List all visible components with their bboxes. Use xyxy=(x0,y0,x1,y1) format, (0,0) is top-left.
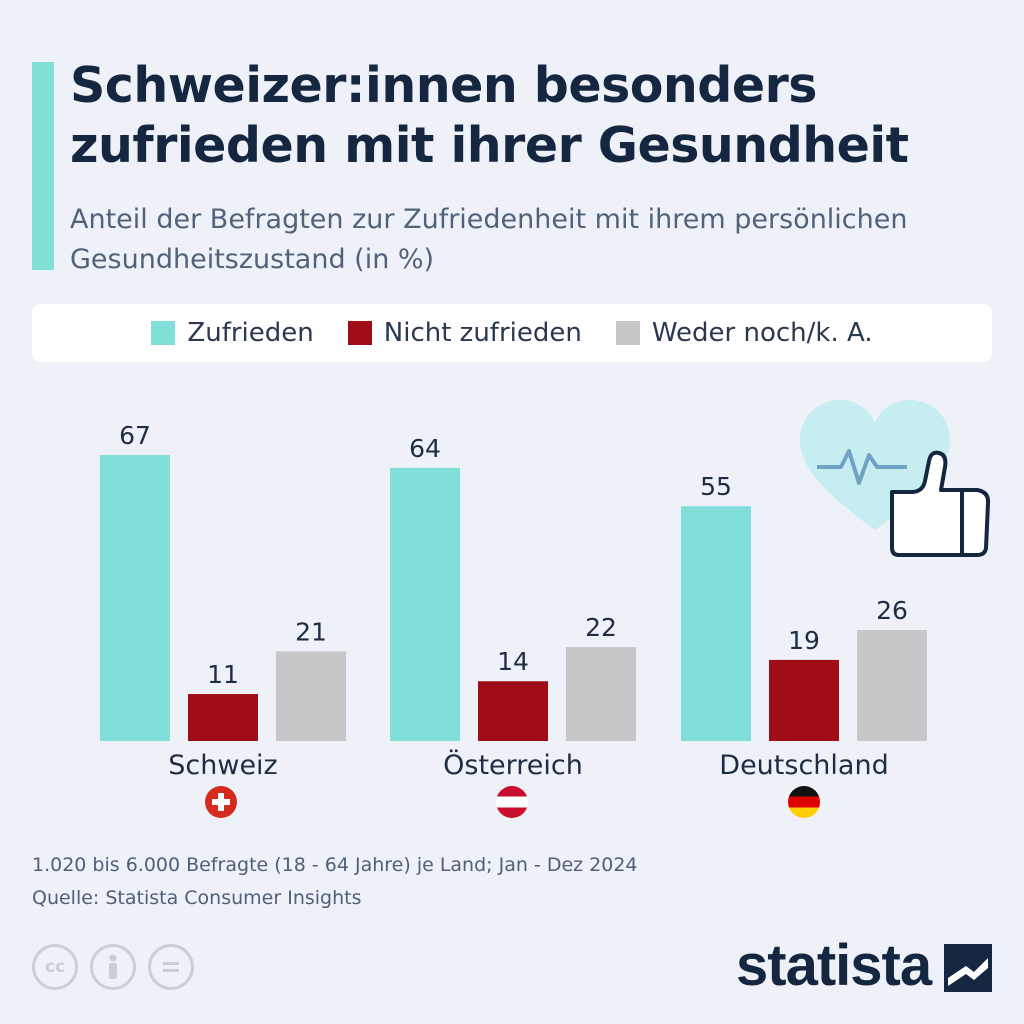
austrian-flag-icon xyxy=(496,786,528,818)
data-label-deutschland-weder-noch-k-a: 26 xyxy=(876,596,908,625)
bar-deutschland-weder-noch-k-a xyxy=(857,630,927,741)
category-label-deutschland: Deutschland xyxy=(719,750,888,781)
legend-label-nicht-zufrieden: Nicht zufrieden xyxy=(383,318,582,348)
data-label-deutschland-zufrieden: 55 xyxy=(700,472,732,501)
legend-item-weder-noch: Weder noch/k. A. xyxy=(615,318,873,348)
page-title: Schweizer:innen besonders zufrieden mit … xyxy=(70,57,909,174)
chart-legend: Zufrieden Nicht zufrieden Weder noch/k. … xyxy=(32,304,992,362)
legend-label-zufrieden: Zufrieden xyxy=(187,318,314,348)
bar-österreich-weder-noch-k-a xyxy=(566,647,636,741)
footnote-source: Quelle: Statista Consumer Insights xyxy=(32,887,362,909)
bar-schweiz-weder-noch-k-a xyxy=(276,651,346,741)
data-label-schweiz-nicht-zufrieden: 11 xyxy=(207,660,239,689)
data-label-schweiz-weder-noch-k-a: 21 xyxy=(295,617,327,646)
legend-swatch-weder-noch xyxy=(615,321,640,345)
data-label-österreich-weder-noch-k-a: 22 xyxy=(585,613,617,642)
german-flag-icon xyxy=(788,786,820,818)
title-accent-bar xyxy=(32,62,54,270)
legend-label-weder-noch: Weder noch/k. A. xyxy=(651,318,873,348)
legend-swatch-zufrieden xyxy=(151,321,176,345)
data-label-deutschland-nicht-zufrieden: 19 xyxy=(788,626,820,655)
legend-item-zufrieden: Zufrieden xyxy=(151,318,314,348)
bar-deutschland-zufrieden xyxy=(681,506,751,741)
no-derivatives-icon[interactable] xyxy=(148,944,194,990)
page-subtitle: Anteil der Befragten zur Zufriedenheit m… xyxy=(70,204,908,275)
category-label-österreich: Österreich xyxy=(443,749,583,781)
thumbs-up-icon xyxy=(890,450,991,557)
swiss-flag-icon xyxy=(205,786,237,818)
license-icons: cc xyxy=(32,944,194,990)
bar-österreich-zufrieden xyxy=(390,467,460,741)
attribution-icon[interactable] xyxy=(90,944,136,990)
statista-logo-icon[interactable] xyxy=(944,944,992,992)
data-label-österreich-zufrieden: 64 xyxy=(409,434,441,463)
heart-thumbs-up-icon xyxy=(800,400,991,557)
data-label-schweiz-zufrieden: 67 xyxy=(119,421,151,450)
legend-item-nicht-zufrieden: Nicht zufrieden xyxy=(347,318,582,348)
bar-schweiz-nicht-zufrieden xyxy=(188,694,258,741)
category-label-schweiz: Schweiz xyxy=(168,750,277,781)
creative-commons-icon[interactable]: cc xyxy=(32,944,78,990)
legend-swatch-nicht-zufrieden xyxy=(347,321,372,345)
data-label-österreich-nicht-zufrieden: 14 xyxy=(497,647,529,676)
statista-logo-text[interactable]: statista xyxy=(736,933,932,998)
footnote-sample: 1.020 bis 6.000 Befragte (18 - 64 Jahre)… xyxy=(32,854,638,876)
bar-schweiz-zufrieden xyxy=(100,455,170,741)
bar-chart: 67 11 21 Schweiz 64 14 22 Österreich 55 19 26 Deuts… xyxy=(100,421,927,781)
bar-österreich-nicht-zufrieden xyxy=(478,681,548,741)
bar-deutschland-nicht-zufrieden xyxy=(769,659,839,741)
